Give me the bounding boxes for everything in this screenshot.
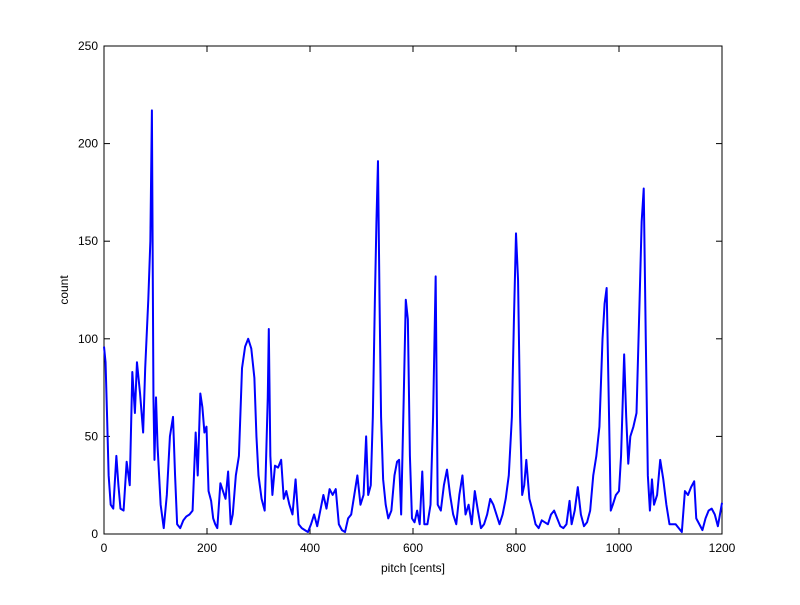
x-tick-label: 400 xyxy=(300,541,320,555)
y-tick-label: 200 xyxy=(78,137,98,151)
x-axis-label: pitch [cents] xyxy=(381,561,445,575)
y-tick-label: 50 xyxy=(85,429,99,443)
x-tick-label: 0 xyxy=(101,541,108,555)
y-tick-label: 250 xyxy=(78,39,98,53)
x-tick-label: 200 xyxy=(197,541,217,555)
x-tick-label: 1000 xyxy=(606,541,633,555)
x-tick-label: 600 xyxy=(403,541,423,555)
x-tick-label: 800 xyxy=(506,541,526,555)
y-tick-label: 0 xyxy=(91,527,98,541)
x-tick-label: 1200 xyxy=(709,541,736,555)
y-tick-label: 150 xyxy=(78,234,98,248)
y-axis-label: count xyxy=(57,275,71,305)
y-tick-label: 100 xyxy=(78,332,98,346)
data-line xyxy=(103,109,723,534)
